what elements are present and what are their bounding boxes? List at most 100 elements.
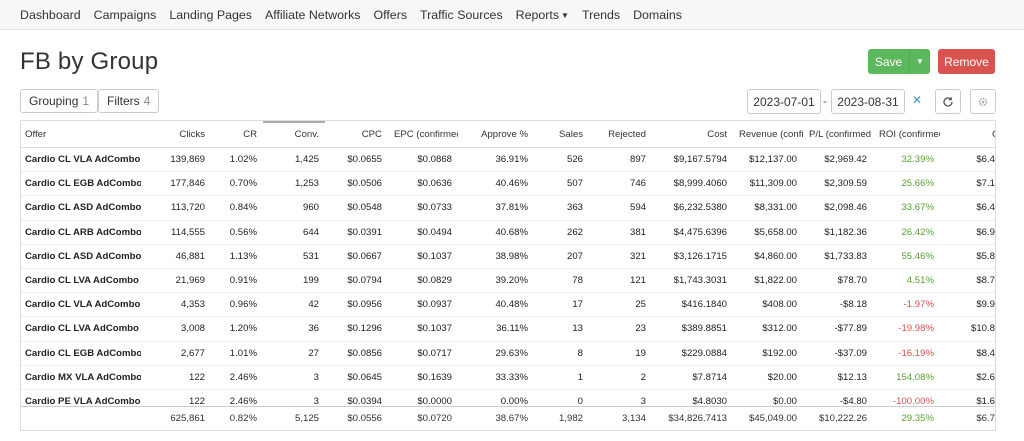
cell-value: $0.0506 [325, 171, 388, 197]
col-approve[interactable]: Approve % [458, 122, 534, 148]
cell-value: $0.1037 [388, 244, 458, 269]
cell-value: $1.6010 [940, 389, 995, 406]
cell-value: 0.84% [211, 195, 263, 221]
col-pl[interactable]: P/L (confirmed [803, 122, 873, 148]
table-row[interactable]: Cardio CL LVA AdCombo ... 3,008 1.20% 36 $0.… [21, 316, 995, 342]
cell-value: 0 [534, 389, 589, 406]
col-cost[interactable]: Cost [652, 122, 733, 148]
table-row[interactable]: Cardio CL VLA AdCombo ... 4,353 0.96% 42 $0.… [21, 292, 995, 318]
cell-value: $2,969.42 [803, 147, 873, 173]
col-revenue[interactable]: Revenue (confir [733, 122, 803, 148]
table-row[interactable]: Cardio CL ARB AdCombo ... 114,555 0.56% 644… [21, 220, 995, 245]
cell-value: 42 [263, 292, 325, 318]
cell-value: $8.7603 [940, 268, 995, 294]
cell-value: $0.0717 [388, 341, 458, 366]
cell-value: 207 [534, 244, 589, 269]
table-row[interactable]: Cardio PE VLA AdCombo ... 122 2.46% 3 $0.039… [21, 389, 995, 406]
cell-value: $10.8301 [940, 316, 995, 342]
date-from-input[interactable]: 2023-07-01 [747, 89, 821, 114]
cell-offer: Cardio CL VLA AdCombo ... [21, 292, 141, 318]
nav-traffic-sources[interactable]: Traffic Sources [420, 7, 503, 22]
cell-value: 644 [263, 220, 325, 245]
table-row[interactable]: Cardio CL LVA AdCombo ... 21,969 0.91% 199 $… [21, 268, 995, 294]
remove-button[interactable]: Remove [938, 49, 995, 74]
cell-value: $229.0884 [652, 341, 733, 366]
cell-value: 55.46% [873, 244, 940, 269]
col-roi[interactable]: ROI (confirmed [873, 122, 940, 148]
page-title: FB by Group [20, 48, 159, 75]
table-row[interactable]: Cardio CL ASD AdCombo ... 113,720 0.84% 960… [21, 195, 995, 221]
cell-value: 114,555 [141, 220, 211, 245]
table-row[interactable]: Cardio CL EGB AdCombo ... 177,846 0.70% 1,2… [21, 171, 995, 197]
cell-value: 26.42% [873, 220, 940, 245]
cell-value: 199 [263, 268, 325, 294]
nav-campaigns[interactable]: Campaigns [93, 7, 157, 22]
col-conv[interactable]: Conv. [263, 121, 325, 148]
date-to-input[interactable]: 2023-08-31 [831, 89, 905, 114]
cell-value: -$4.80 [803, 389, 873, 406]
cell-value: 1.02% [211, 147, 263, 173]
nav-trends[interactable]: Trends [581, 7, 621, 22]
cell-value: $0.0645 [325, 365, 388, 390]
cell-value: 121 [589, 268, 652, 294]
cell-value: 0.91% [211, 268, 263, 294]
cell-value: 122 [141, 389, 211, 406]
table-row[interactable]: Cardio CL ASD AdCombo ... 46,881 1.13% 531 $… [21, 244, 995, 269]
table-body-scroll[interactable]: Cardio CL VLA AdCombo ... 139,869 1.02% 1,4… [21, 147, 995, 406]
cell-value: 40.68% [458, 220, 534, 245]
col-sales[interactable]: Sales [534, 122, 589, 148]
nav-reports[interactable]: Reports ▼ [516, 8, 569, 22]
table-row[interactable]: Cardio CL EGB AdCombo ... 2,677 1.01% 27 $0.… [21, 341, 995, 366]
cell-value: 36.11% [458, 316, 534, 342]
cell-value: $0.0667 [325, 244, 388, 269]
cell-value: 321 [589, 244, 652, 269]
cell-value: 27 [263, 341, 325, 366]
col-cpa[interactable]: CPA [940, 122, 995, 148]
nav-offers[interactable]: Offers [373, 7, 408, 22]
cell-value: $0.0655 [325, 147, 388, 173]
cell-offer: Cardio CL ASD AdCombo ... [21, 244, 141, 269]
table-row[interactable]: Cardio MX VLA AdCombo ... 122 2.46% 3 $0.064… [21, 365, 995, 390]
col-offer[interactable]: Offer [21, 122, 141, 148]
cell-value: 0.96% [211, 292, 263, 318]
refresh-button[interactable] [935, 89, 961, 114]
cell-value: 3 [263, 365, 325, 390]
cell-value: $20.00 [733, 365, 803, 390]
cell-value: 2.46% [211, 389, 263, 406]
cell-value: $78.70 [803, 268, 873, 294]
cell-value: 526 [534, 147, 589, 173]
cell-value: 4,353 [141, 292, 211, 318]
nav-domains[interactable]: Domains [633, 7, 682, 22]
filters-button[interactable]: Filters 4 [98, 89, 160, 113]
col-epc[interactable]: EPC (confirmed [388, 122, 458, 148]
total-cell: $34,826.7413 [652, 405, 733, 430]
col-cpc[interactable]: CPC [325, 122, 388, 148]
col-clicks[interactable]: Clicks [141, 122, 211, 148]
settings-button[interactable] [970, 89, 996, 114]
nav-affiliate-networks[interactable]: Affiliate Networks [265, 7, 361, 22]
nav-landing-pages[interactable]: Landing Pages [169, 7, 252, 22]
cell-offer: Cardio CL ASD AdCombo ... [21, 195, 141, 221]
grouping-button[interactable]: Grouping 1 [20, 89, 99, 113]
cell-value: 1 [534, 365, 589, 390]
clear-date-icon[interactable]: ✕ [912, 93, 923, 107]
nav-dashboard[interactable]: Dashboard [20, 7, 81, 22]
save-button[interactable]: Save [868, 49, 910, 74]
save-dropdown-toggle[interactable]: ▼ [910, 49, 930, 74]
top-nav: Dashboard Campaigns Landing Pages Affili… [0, 0, 1024, 30]
cell-value: -19.98% [873, 316, 940, 342]
cell-value: 23 [589, 316, 652, 342]
col-cr[interactable]: CR [211, 122, 263, 148]
table-row[interactable]: Cardio CL VLA AdCombo ... 139,869 1.02% 1,4… [21, 147, 995, 173]
cell-value: $7.1823 [940, 171, 995, 197]
cell-value: $4.8030 [652, 389, 733, 406]
cell-value: 2 [589, 365, 652, 390]
cell-value: 1,253 [263, 171, 325, 197]
cell-value: $0.0794 [325, 268, 388, 294]
cell-value: -16.19% [873, 341, 940, 366]
col-rejected[interactable]: Rejected [589, 122, 652, 148]
cell-value: 262 [534, 220, 589, 245]
cell-value: $0.0733 [388, 195, 458, 221]
cell-value: 507 [534, 171, 589, 197]
